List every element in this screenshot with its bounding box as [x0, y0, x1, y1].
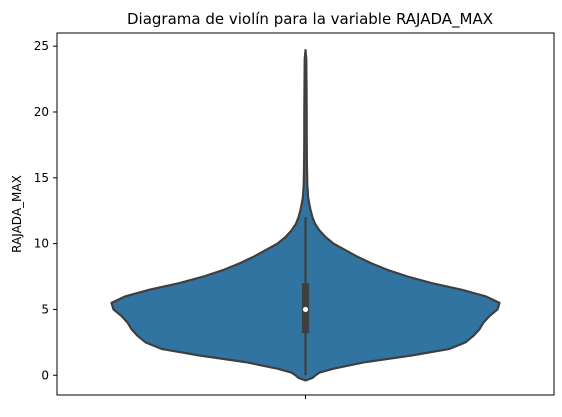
- y-axis-label: RAJADA_MAX: [10, 175, 24, 253]
- y-tick-label: 5: [41, 302, 49, 316]
- y-axis-ticks: 0 5 10 15 20 25: [34, 39, 57, 382]
- y-tick-label: 0: [41, 368, 49, 382]
- y-tick-label: 10: [34, 237, 49, 251]
- chart-title: Diagrama de violín para la variable RAJA…: [127, 10, 493, 29]
- y-tick-label: 20: [34, 105, 49, 119]
- y-tick-label: 15: [34, 171, 49, 185]
- median-marker: [302, 306, 309, 313]
- violin-body: [110, 49, 501, 382]
- y-tick-label: 25: [34, 39, 49, 53]
